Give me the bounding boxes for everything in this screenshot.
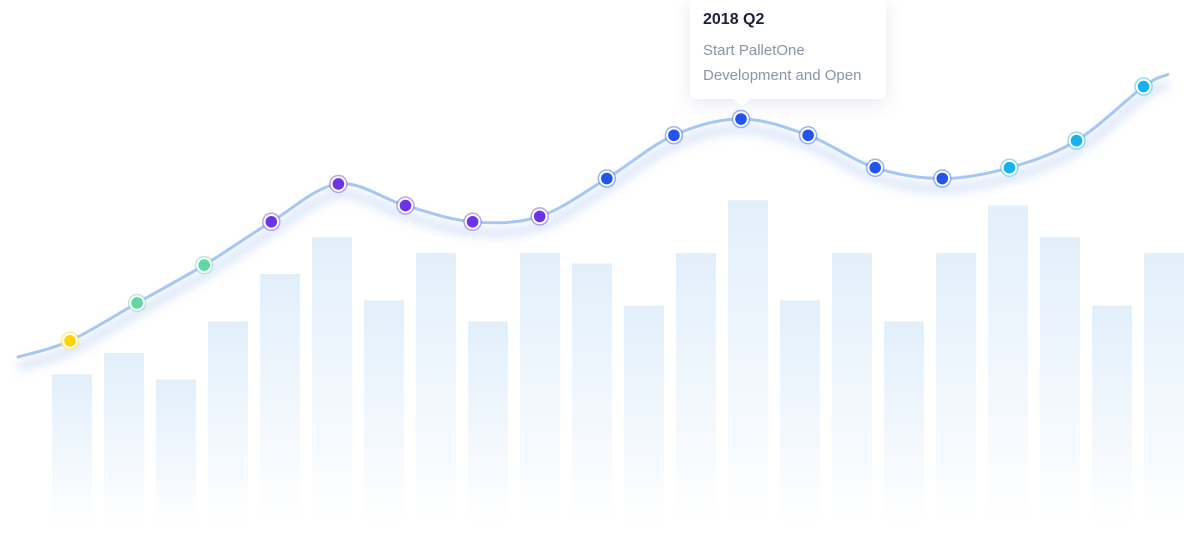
milestone-dot[interactable] <box>60 331 80 351</box>
bars-layer <box>52 200 1184 527</box>
bar <box>832 252 872 527</box>
milestone-dots-layer <box>60 77 1153 351</box>
tooltip-title: 2018 Q2 <box>703 11 765 28</box>
bar <box>1092 305 1132 527</box>
milestone-dot-active[interactable] <box>731 109 751 129</box>
milestone-dot[interactable] <box>1067 131 1086 150</box>
bar <box>104 353 144 527</box>
bar <box>780 300 820 527</box>
milestone-dot[interactable] <box>396 196 415 215</box>
milestone-dot[interactable] <box>933 169 952 188</box>
milestone-dot[interactable] <box>329 174 348 194</box>
bar <box>520 252 560 527</box>
tooltip-line: Start PalletOne <box>703 42 805 59</box>
bar <box>884 321 924 527</box>
bar <box>416 252 456 527</box>
bar <box>364 300 404 527</box>
milestone-dot[interactable] <box>1000 158 1019 177</box>
bar <box>260 274 300 527</box>
bar <box>936 252 976 527</box>
milestone-tooltip: 2018 Q2 Start PalletOne Development and … <box>690 0 886 107</box>
bar <box>312 237 352 527</box>
bar <box>1040 237 1080 527</box>
milestone-dot[interactable] <box>262 212 281 232</box>
timeline-line-shadow <box>16 80 1170 371</box>
bar <box>728 200 768 527</box>
bar <box>988 205 1028 527</box>
bar <box>468 321 508 527</box>
milestone-dot[interactable] <box>127 293 147 313</box>
bar <box>52 374 92 527</box>
bar <box>1144 252 1184 527</box>
milestone-dot[interactable] <box>664 126 684 145</box>
bar <box>572 263 612 527</box>
bar <box>624 305 664 527</box>
milestone-dot[interactable] <box>865 158 885 177</box>
bar <box>676 252 716 527</box>
milestone-dot[interactable] <box>597 169 617 188</box>
tooltip-line: Development and Open <box>703 67 862 84</box>
milestone-dot[interactable] <box>194 255 214 275</box>
bar <box>156 379 196 527</box>
bar <box>208 321 248 527</box>
milestone-dot[interactable] <box>463 212 482 232</box>
milestone-dot[interactable] <box>1134 77 1153 96</box>
milestone-dot[interactable] <box>530 207 549 226</box>
milestone-dot[interactable] <box>798 126 818 145</box>
